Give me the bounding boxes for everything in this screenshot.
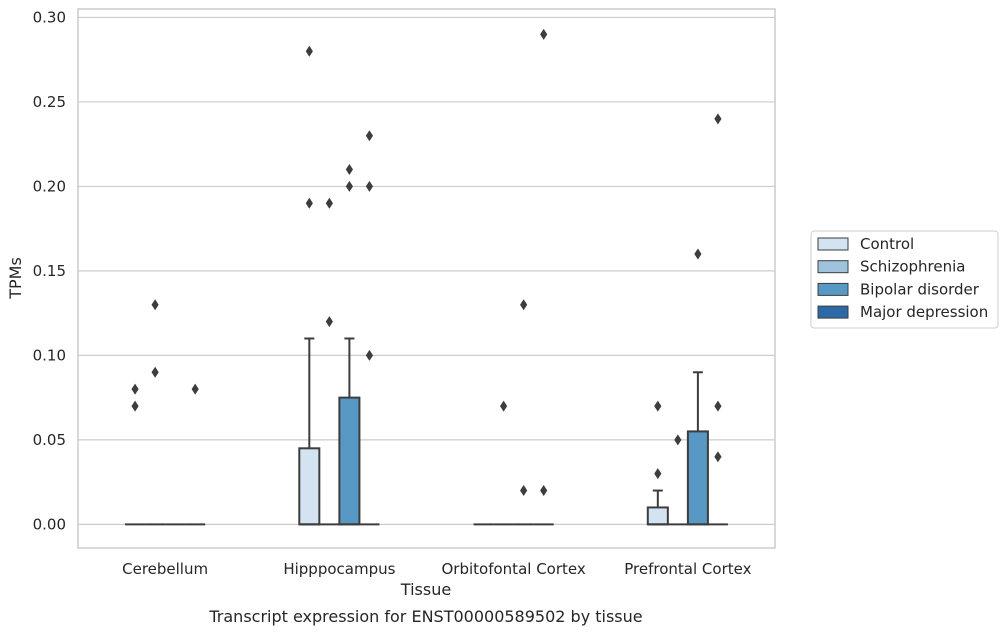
outlier-point: [365, 130, 374, 142]
y-tick-label: 0.30: [33, 8, 66, 26]
legend-label: Control: [860, 235, 914, 253]
outlier-point: [305, 197, 313, 209]
legend-item: Bipolar disorder: [817, 280, 980, 298]
outlier-point: [540, 485, 548, 497]
outlier-point: [654, 468, 662, 480]
outlier-point: [151, 299, 159, 311]
legend-swatch: [817, 237, 849, 251]
y-tick-label: 0.25: [33, 93, 66, 111]
legend-swatch: [817, 305, 849, 319]
legend-label: Schizophrenia: [860, 258, 965, 276]
outlier-point: [151, 366, 159, 378]
box-major-depression: [533, 28, 554, 526]
y-tick-label: 0.00: [33, 515, 66, 533]
legend-frame: [810, 230, 999, 329]
box-schizophrenia: [319, 197, 340, 526]
outlier-point: [131, 383, 139, 395]
box-body: [298, 447, 321, 526]
x-tick-label: Prefrontal Cortex: [624, 560, 751, 578]
box-bipolar-disorder: [338, 164, 361, 526]
outlier-point: [325, 197, 333, 209]
outlier-point: [714, 451, 722, 463]
boxes: [125, 28, 728, 526]
x-tick-label: Cerebellum: [122, 560, 208, 578]
plot-frame: [77, 8, 776, 549]
outlier-point: [365, 349, 374, 361]
box-control: [298, 45, 321, 526]
outlier-point: [540, 28, 548, 40]
outlier-point: [694, 248, 702, 260]
legend-label: Bipolar disorder: [860, 280, 980, 298]
chart-caption: Transcript expression for ENST0000058950…: [208, 607, 642, 626]
y-tick-labels: 0.00 0.05 0.10 0.15 0.20 0.25 0.30: [33, 8, 66, 533]
box-bipolar-disorder: [686, 248, 709, 526]
outlier-point: [674, 434, 682, 446]
outlier-point: [714, 113, 722, 125]
x-tick-label: Orbitofontal Cortex: [442, 560, 586, 578]
legend-swatch: [817, 282, 849, 296]
box-schizophrenia: [667, 434, 688, 526]
outlier-point: [520, 299, 528, 311]
legend: Control Schizophrenia Bipolar disorder Majo…: [810, 230, 999, 329]
outlier-point: [325, 316, 333, 328]
legend-item: Control: [817, 235, 914, 253]
outlier-point: [714, 400, 722, 412]
outlier-point: [131, 400, 139, 412]
box-body: [686, 430, 709, 526]
legend-label: Major depression: [860, 303, 988, 321]
y-tick-label: 0.10: [33, 346, 66, 364]
box-body: [338, 396, 361, 526]
box-bipolar-disorder: [513, 299, 534, 526]
box-schizophrenia: [145, 299, 166, 526]
y-tick-label: 0.15: [33, 262, 66, 280]
y-tick-label: 0.05: [33, 431, 66, 449]
outlier-point: [345, 180, 353, 192]
outlier-point: [654, 400, 662, 412]
box-schizophrenia: [493, 400, 514, 526]
legend-item: Schizophrenia: [817, 258, 965, 276]
y-axis-title: TPMs: [6, 257, 25, 300]
box-major-depression: [707, 113, 728, 526]
box-body: [646, 506, 669, 526]
legend-swatch: [817, 260, 849, 274]
x-tick-labels: Cerebellum Hipppocampus Orbitofontal Corte…: [122, 560, 751, 578]
legend-item: Major depression: [817, 303, 988, 321]
outlier-point: [305, 45, 313, 57]
plot-background: [78, 9, 775, 548]
box-major-depression: [185, 383, 206, 526]
outlier-point: [520, 485, 528, 497]
x-axis-title: Tissue: [400, 580, 451, 599]
y-tick-label: 0.20: [33, 177, 66, 195]
outlier-point: [191, 383, 199, 395]
box-control: [646, 400, 669, 526]
outlier-point: [500, 400, 508, 412]
grid-lines: [78, 16, 775, 525]
x-tick-label: Hipppocampus: [283, 560, 395, 578]
outlier-point: [345, 164, 353, 176]
box-control: [125, 383, 146, 526]
outlier-point: [365, 180, 374, 192]
box-major-depression: [359, 130, 380, 526]
